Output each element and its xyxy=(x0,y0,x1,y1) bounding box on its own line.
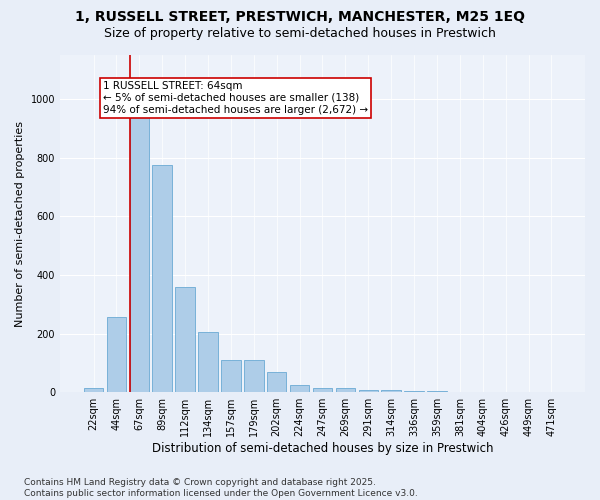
Bar xyxy=(175,286,195,392)
Bar xyxy=(84,388,103,392)
Bar xyxy=(221,360,241,392)
Text: Size of property relative to semi-detached houses in Prestwich: Size of property relative to semi-detach… xyxy=(104,28,496,40)
Bar xyxy=(382,390,401,392)
Bar xyxy=(404,390,424,392)
Bar xyxy=(130,99,149,392)
Bar xyxy=(359,390,378,392)
Y-axis label: Number of semi-detached properties: Number of semi-detached properties xyxy=(15,120,25,326)
Bar xyxy=(244,360,263,392)
Bar xyxy=(335,388,355,392)
Bar xyxy=(152,165,172,392)
Bar xyxy=(313,388,332,392)
Bar xyxy=(198,332,218,392)
Bar xyxy=(290,385,309,392)
Text: 1 RUSSELL STREET: 64sqm
← 5% of semi-detached houses are smaller (138)
94% of se: 1 RUSSELL STREET: 64sqm ← 5% of semi-det… xyxy=(103,82,368,114)
Bar xyxy=(267,372,286,392)
Bar xyxy=(427,390,446,392)
X-axis label: Distribution of semi-detached houses by size in Prestwich: Distribution of semi-detached houses by … xyxy=(152,442,493,455)
Text: 1, RUSSELL STREET, PRESTWICH, MANCHESTER, M25 1EQ: 1, RUSSELL STREET, PRESTWICH, MANCHESTER… xyxy=(75,10,525,24)
Text: Contains HM Land Registry data © Crown copyright and database right 2025.
Contai: Contains HM Land Registry data © Crown c… xyxy=(24,478,418,498)
Bar xyxy=(107,318,126,392)
